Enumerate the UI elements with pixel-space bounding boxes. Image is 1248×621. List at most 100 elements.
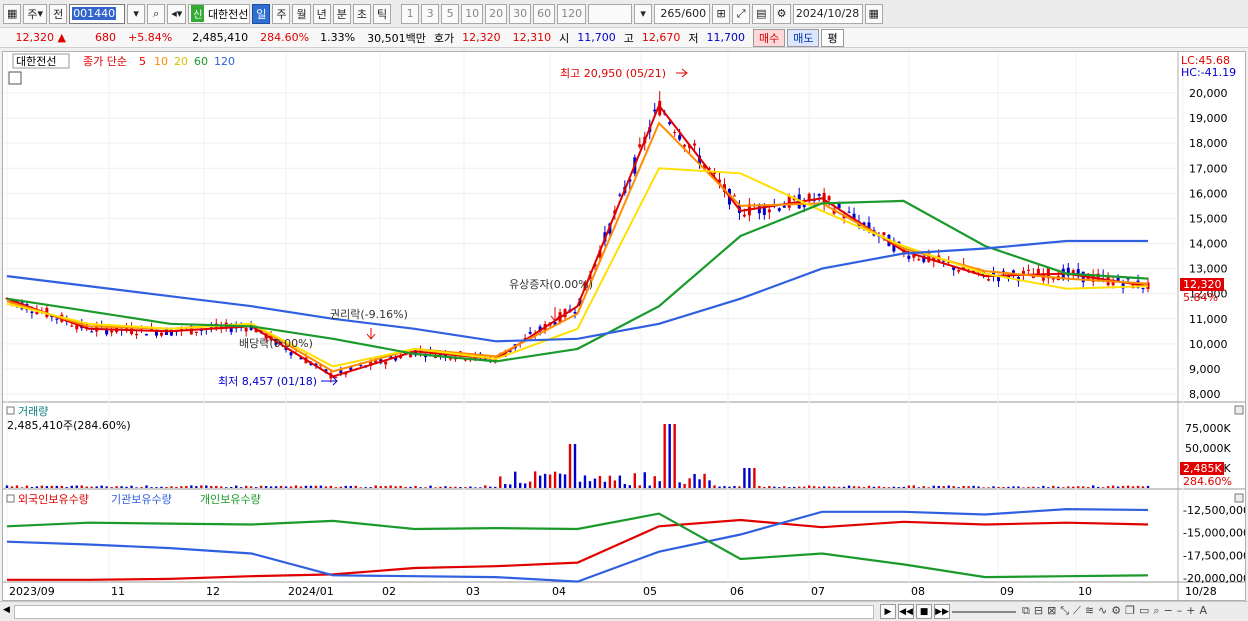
minus-icon[interactable]: − — [1163, 604, 1173, 617]
x-axis-label: 2023/09 — [9, 585, 55, 598]
calendar-icon[interactable]: ▦ — [864, 3, 883, 24]
candle-body — [618, 194, 622, 196]
volume-bar — [5, 485, 9, 488]
volume-bar — [85, 486, 88, 488]
low-price: 11,700 — [706, 31, 745, 44]
dash-icon[interactable]: – — [1176, 604, 1183, 617]
search-icon[interactable]: ⌕ — [147, 3, 166, 24]
candle-body — [389, 355, 393, 358]
count-display[interactable]: 265/600 — [654, 3, 711, 24]
rewind-icon[interactable]: ◀◀ — [898, 604, 914, 619]
wave-icon[interactable]: ∿ — [1098, 604, 1108, 617]
compare-icon[interactable]: ⊟ — [1033, 604, 1044, 617]
volume-bar — [942, 486, 945, 488]
scrollbar-track[interactable] — [14, 605, 874, 619]
candle-body — [922, 255, 926, 263]
fast-forward-icon[interactable]: ▶▶ — [934, 604, 950, 619]
date-field[interactable]: 2024/10/28 — [792, 3, 863, 24]
interval-120[interactable]: 120 — [557, 3, 587, 24]
volume-bar — [145, 485, 148, 488]
print-icon[interactable]: ▭ — [1139, 604, 1150, 617]
volume-bar — [877, 486, 881, 488]
period-minute[interactable]: 분 — [332, 3, 351, 24]
play-icon[interactable]: ▶ — [880, 604, 896, 619]
volume-close-icon[interactable] — [1234, 405, 1244, 415]
grid-icon[interactable]: ⊞ — [712, 3, 731, 24]
gear-icon[interactable]: ⚙ — [772, 3, 791, 24]
period-month[interactable]: 월 — [292, 3, 311, 24]
volume-panel-icon[interactable] — [6, 406, 15, 415]
period-year[interactable]: 년 — [312, 3, 331, 24]
chart-svg[interactable]: 20,000 19,000 18,000 17,000 16,000 15,000 14,0… — [3, 52, 1248, 600]
volume-bar — [489, 486, 492, 488]
volume-bar — [474, 487, 477, 488]
period-second[interactable]: 초 — [352, 3, 371, 24]
chart-menu-icon[interactable]: ▦ — [3, 3, 22, 24]
interval-5[interactable]: 5 — [441, 3, 460, 24]
candle-body — [912, 253, 916, 258]
line-icon[interactable]: ⟋ — [1073, 604, 1081, 617]
scroll-left-icon[interactable]: ◀ — [3, 605, 10, 615]
x-axis-label: 11 — [111, 585, 125, 598]
holdings-close-icon[interactable] — [1234, 493, 1244, 503]
trend-icon[interactable]: ⤡ — [1060, 604, 1070, 617]
price-y-tick-label: 13,000 — [1189, 263, 1228, 276]
volume-bar — [693, 474, 696, 488]
stop-icon[interactable]: ■ — [916, 604, 932, 619]
sell-button[interactable]: 매도 — [787, 28, 820, 47]
legend-institution: 기관보유수량 — [111, 493, 172, 506]
candle-body — [678, 135, 682, 140]
interval-30[interactable]: 30 — [509, 3, 532, 24]
period-tick[interactable]: 틱 — [372, 3, 392, 24]
prev-button[interactable]: 전 — [49, 3, 68, 24]
settings-icon[interactable]: ⚙ — [1111, 604, 1122, 617]
volume-bar — [922, 486, 925, 488]
interval-3[interactable]: 3 — [421, 3, 440, 24]
layout-icon[interactable]: ⧉ — [1022, 604, 1030, 617]
volume-bar — [299, 486, 303, 488]
volume-bar — [743, 468, 746, 488]
save-icon[interactable]: ▤ — [752, 3, 771, 24]
chart-area[interactable]: 20,000 19,000 18,000 17,000 16,000 15,000 14,0… — [2, 51, 1248, 601]
volume-bar — [992, 486, 995, 488]
candle-body — [199, 330, 203, 332]
volume-bar — [723, 486, 726, 488]
volume-bar — [20, 487, 24, 488]
buy-button[interactable]: 매수 — [752, 28, 786, 47]
interval-1[interactable]: 1 — [401, 3, 420, 24]
candle-body — [867, 222, 871, 231]
stock-name-box[interactable]: 신 대한전선 — [188, 3, 251, 24]
copy-icon[interactable]: ❐ — [1125, 604, 1135, 617]
interval-custom-input[interactable] — [588, 3, 633, 24]
stock-code-input[interactable]: 001440 — [69, 3, 126, 24]
speaker-icon[interactable]: ◂▾ — [167, 3, 187, 24]
overlay-icon[interactable]: ⊠ — [1047, 604, 1057, 617]
plus-icon[interactable]: + — [1186, 604, 1196, 617]
panel-settings-icon[interactable] — [8, 71, 22, 85]
period-day[interactable]: 일 — [252, 3, 271, 24]
interval-10[interactable]: 10 — [461, 3, 484, 24]
zoom-search-icon[interactable]: ⌕ — [1153, 604, 1160, 617]
period-week[interactable]: 주 — [272, 3, 291, 24]
stock-title-box[interactable] — [12, 53, 70, 69]
volume-bar — [568, 444, 572, 488]
volume-bar — [40, 485, 44, 488]
interval-60[interactable]: 60 — [533, 3, 556, 24]
pattern-icon[interactable]: ≋ — [1084, 604, 1095, 617]
zoom-slider[interactable] — [952, 611, 1016, 613]
tools-icon[interactable]: ⤢ — [732, 3, 751, 24]
code-dropdown-icon[interactable]: ▾ — [127, 3, 146, 24]
text-icon[interactable]: A — [1199, 604, 1208, 617]
candle-body — [379, 358, 383, 364]
volume-value: 2,485,410 — [192, 31, 249, 44]
volume-bar — [593, 478, 597, 488]
evaluate-button[interactable]: 평 — [821, 28, 844, 47]
volume-panel-title: 거래량 — [18, 405, 48, 418]
holdings-panel-icon[interactable] — [6, 494, 15, 503]
market-select[interactable]: 주 ▾ — [23, 3, 48, 24]
interval-20[interactable]: 20 — [485, 3, 508, 24]
volume-y-tick-label: 50,000K — [1185, 442, 1231, 455]
candle-body — [827, 196, 831, 201]
volume-bar — [852, 486, 856, 488]
interval-dropdown-icon[interactable]: ▾ — [634, 3, 653, 24]
